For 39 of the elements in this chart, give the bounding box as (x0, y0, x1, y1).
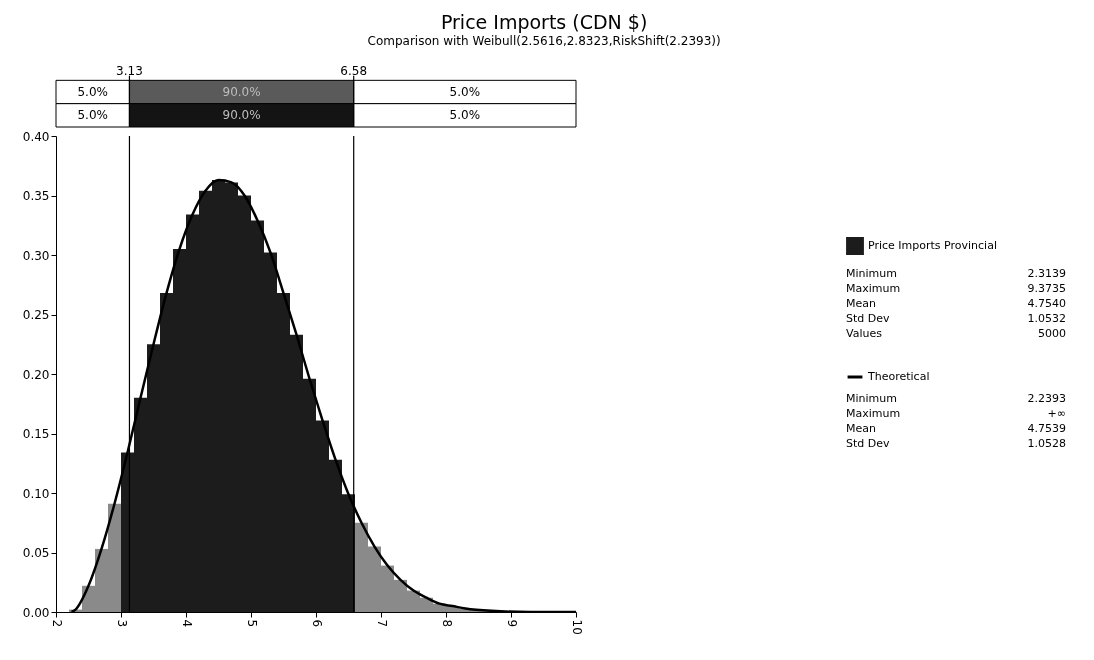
text: Std Dev 1.0532 (846, 312, 1066, 325)
text: Std Dev 1.0528 (846, 437, 1066, 450)
ref-line-label: 3.13 (116, 63, 143, 78)
x-tick-label: 9 (504, 619, 519, 628)
text: 90.0% (222, 108, 261, 123)
y-tick-label: 0.40 (22, 129, 50, 144)
y-tick-label: 0.25 (22, 308, 50, 322)
x-tick-label: 4 (179, 619, 194, 628)
text: Mean 4.7540 (846, 297, 1066, 310)
chart-title: Price Imports (CDN $) (440, 11, 648, 33)
y-tick-label: 0.00 (22, 605, 50, 620)
text: Minimum 2.3139 (846, 267, 1066, 280)
text: Maximum 9.3735 (846, 282, 1066, 295)
y-tick-label: 0.35 (22, 189, 50, 203)
text: Minimum 2.2393 (846, 392, 1066, 405)
y-tick-label: 0.05 (22, 546, 50, 560)
chart-subtitle: Comparison with Weibull(2.5616,2.8323,RiskShift(2.2393)) (367, 34, 721, 48)
text: 5.0% (449, 108, 481, 123)
x-tick-label: 7 (374, 619, 389, 628)
text: Values 5000 (846, 327, 1066, 340)
x-tick-label: 5 (244, 619, 259, 628)
text: Mean 4.7539 (846, 422, 1066, 435)
text: 5.0% (77, 85, 108, 99)
x-tick-label: 8 (439, 619, 454, 628)
x-tick-label: 3 (114, 619, 129, 628)
x-tick-label: 2 (49, 619, 64, 628)
legend-label: Price Imports Provincial (868, 239, 997, 252)
text: Maximum +∞ (846, 407, 1066, 420)
text: 5.0% (449, 85, 481, 99)
y-tick-label: 0.10 (22, 486, 50, 501)
ref-line-label: 6.58 (340, 63, 368, 78)
text: 5.0% (77, 108, 108, 123)
legend-label: Theoretical (867, 370, 930, 383)
y-tick-label: 0.15 (22, 427, 50, 441)
y-tick-label: 0.20 (22, 367, 50, 382)
text: 90.0% (222, 85, 261, 99)
x-tick-label: 6 (309, 619, 324, 628)
y-tick-label: 0.30 (22, 248, 50, 263)
x-tick-label: 10 (569, 619, 584, 635)
